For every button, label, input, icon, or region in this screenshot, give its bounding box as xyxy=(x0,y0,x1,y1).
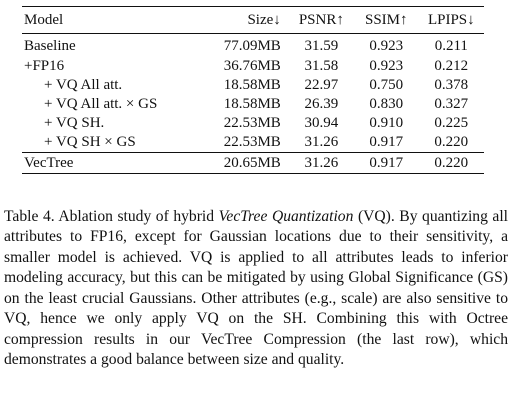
row-ssim: 0.923 xyxy=(369,57,404,74)
table-row: + VQ All att. 18.58MB 22.97 0.750 0.378 xyxy=(22,76,484,95)
row-lpips: 0.220 xyxy=(418,152,484,175)
row-psnr: 31.26 xyxy=(288,152,354,175)
header-lpips: LPIPS↓ xyxy=(418,6,484,34)
row-lpips: 0.220 xyxy=(418,133,484,154)
row-model: + VQ SH × GS xyxy=(22,133,189,154)
ablation-table: Model Size↓ PSNR↑ SSIM↑ LPIPS↓ Baseline … xyxy=(22,6,484,175)
row-size: 36.76MB xyxy=(223,57,281,74)
row-size: 77.09MB xyxy=(223,38,281,55)
row-lpips: 0.212 xyxy=(434,57,469,74)
row-ssim: 0.750 xyxy=(369,76,404,93)
row-psnr: 26.39 xyxy=(304,95,339,112)
row-psnr: 30.94 xyxy=(304,115,339,132)
table-row: Baseline 77.09MB 31.59 0.923 0.211 xyxy=(22,34,484,57)
header-ssim: SSIM↑ xyxy=(353,6,419,34)
row-lpips: 0.327 xyxy=(434,95,469,112)
row-model: Baseline xyxy=(24,38,76,55)
row-size: 22.53MB xyxy=(223,115,281,132)
ablation-table-container: Model Size↓ PSNR↑ SSIM↑ LPIPS↓ Baseline … xyxy=(22,6,484,175)
row-model: VecTree xyxy=(22,152,189,175)
table-row: + VQ SH. 22.53MB 30.94 0.910 0.225 xyxy=(22,114,484,133)
row-ssim: 0.830 xyxy=(369,95,404,112)
row-psnr: 22.97 xyxy=(304,76,339,93)
table-row: +FP16 36.76MB 31.58 0.923 0.212 xyxy=(22,57,484,76)
row-size: 18.58MB xyxy=(223,95,281,112)
row-model: + VQ SH. xyxy=(44,115,105,132)
header-psnr: PSNR↑ xyxy=(288,6,354,34)
table-row-final: VecTree 20.65MB 31.26 0.917 0.220 xyxy=(22,152,484,175)
row-psnr: 31.26 xyxy=(288,133,354,154)
row-lpips: 0.211 xyxy=(434,38,468,55)
header-model: Model xyxy=(22,6,189,34)
row-ssim: 0.910 xyxy=(369,115,404,132)
row-ssim: 0.923 xyxy=(369,38,404,55)
row-ssim: 0.917 xyxy=(353,152,419,175)
caption-prefix: Table 4. Ablation study of hybrid xyxy=(4,207,219,225)
row-lpips: 0.225 xyxy=(434,115,469,132)
row-model: + VQ All att. xyxy=(44,76,123,93)
row-ssim: 0.917 xyxy=(353,133,419,154)
row-model: + VQ All att. × GS xyxy=(44,95,158,112)
table-caption: Table 4. Ablation study of hybrid VecTre… xyxy=(4,207,508,371)
row-lpips: 0.378 xyxy=(434,76,469,93)
caption-body: (VQ). By quantizing all attributes to FP… xyxy=(4,207,509,369)
row-size: 18.58MB xyxy=(223,76,281,93)
row-size: 20.65MB xyxy=(188,152,289,175)
table-row: + VQ All att. × GS 18.58MB 26.39 0.830 0… xyxy=(22,95,484,114)
table-header-row: Model Size↓ PSNR↑ SSIM↑ LPIPS↓ xyxy=(22,6,484,34)
row-model: +FP16 xyxy=(24,57,65,74)
row-size: 22.53MB xyxy=(188,133,289,154)
row-psnr: 31.58 xyxy=(304,57,339,74)
table-row: + VQ SH × GS 22.53MB 31.26 0.917 0.220 xyxy=(22,133,484,154)
header-size: Size↓ xyxy=(188,6,289,34)
row-psnr: 31.59 xyxy=(304,38,339,55)
caption-method-name: VecTree Quantization xyxy=(218,207,354,225)
